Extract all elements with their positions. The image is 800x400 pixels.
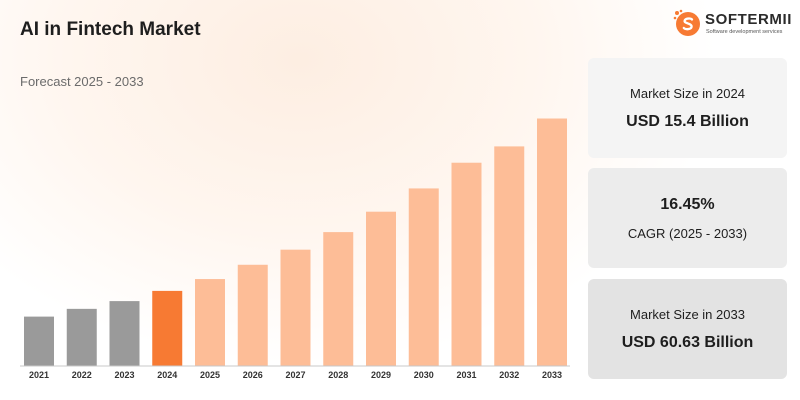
softermii-s-logo-icon <box>673 9 700 36</box>
bar-2030 <box>408 188 439 366</box>
card-value: USD 60.63 Billion <box>621 333 754 351</box>
bar-2023 <box>109 301 140 366</box>
x-tick-label-2026: 2026 <box>243 370 263 380</box>
x-tick-labels: 2021 2022 2023 2024 2025 2026 2027 2028 2029 2030… <box>29 370 562 380</box>
bar-2033 <box>537 118 567 366</box>
bar-2025 <box>195 279 225 366</box>
x-tick-label-2025: 2025 <box>200 370 220 380</box>
card-label: Market Size in 2024 <box>630 85 745 101</box>
bar-2022 <box>66 308 97 366</box>
x-tick-label-2024: 2024 <box>157 370 177 380</box>
bar-2028 <box>323 232 354 366</box>
card-label: CAGR (2025 - 2033) <box>627 225 748 241</box>
market-size-2033-card: Market Size in 2033 USD 60.63 Billion <box>588 279 787 379</box>
x-tick-label-2030: 2030 <box>414 370 434 380</box>
page-subtitle: Forecast 2025 - 2033 <box>20 74 144 89</box>
bar-2021 <box>24 316 54 366</box>
bar-chart: 2021 2022 2023 2024 2025 2026 2027 2028 2029 2030… <box>20 118 570 380</box>
x-tick-label-2029: 2029 <box>371 370 391 380</box>
x-tick-label-2021: 2021 <box>29 370 49 380</box>
x-tick-label-2022: 2022 <box>72 370 92 380</box>
x-tick-label-2031: 2031 <box>456 370 476 380</box>
bar-group <box>24 118 567 366</box>
brand-logo: SOFTERMII Software development services <box>672 8 796 38</box>
bar-2024 <box>152 290 183 366</box>
page-title: AI in Fintech Market <box>20 19 201 40</box>
market-size-2024-card: Market Size in 2024 USD 15.4 Billion <box>588 58 787 158</box>
card-value: 16.45% <box>660 195 715 213</box>
x-tick-label-2023: 2023 <box>114 370 134 380</box>
bar-2029 <box>366 211 396 366</box>
card-label: Market Size in 2033 <box>630 306 745 322</box>
bar-2032 <box>494 146 525 366</box>
logo-tagline: Software development services <box>706 29 783 35</box>
cagr-card: 16.45% CAGR (2025 - 2033) <box>588 168 787 268</box>
x-tick-label-2032: 2032 <box>499 370 519 380</box>
bar-2031 <box>451 162 482 366</box>
x-tick-label-2028: 2028 <box>328 370 348 380</box>
x-tick-label-2027: 2027 <box>285 370 305 380</box>
x-tick-label-2033: 2033 <box>542 370 562 380</box>
bar-2026 <box>237 264 268 366</box>
card-value: USD 15.4 Billion <box>626 112 749 130</box>
logo-name: SOFTERMII <box>705 11 793 28</box>
bar-2027 <box>280 249 311 366</box>
